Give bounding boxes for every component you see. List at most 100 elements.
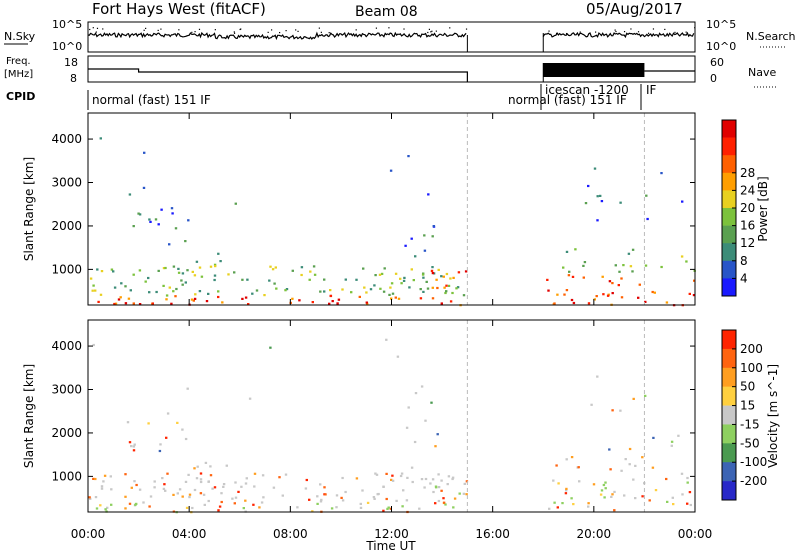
heatmap-cell [681, 200, 684, 203]
nsky-point [285, 30, 287, 32]
heatmap-cell [447, 475, 451, 478]
heatmap-cell [308, 278, 311, 281]
heatmap-cell [240, 485, 243, 488]
heatmap-cell [587, 184, 590, 188]
heatmap-cell [175, 287, 178, 291]
heatmap-cell [142, 186, 146, 189]
heatmap-cell [331, 300, 334, 303]
heatmap-cell [596, 219, 599, 222]
heatmap-cell [426, 287, 430, 290]
colorbar-swatch [722, 367, 736, 387]
heatmap-cell [365, 301, 368, 304]
heatmap-cell [437, 473, 440, 476]
heatmap-cell [204, 461, 208, 464]
heatmap-cell [440, 275, 443, 278]
heatmap-cell [440, 479, 443, 482]
heatmap-cell [613, 490, 616, 493]
heatmap-cell [397, 297, 401, 300]
heatmap-cell [308, 498, 311, 501]
heatmap-cell [142, 501, 145, 504]
heatmap-cell [389, 286, 392, 289]
heatmap-cell [320, 498, 323, 501]
heatmap-cell [410, 268, 413, 271]
heatmap-cell [619, 201, 622, 204]
heatmap-cell [422, 290, 425, 293]
heatmap-cell [209, 265, 213, 268]
nsky-tick-top: 10^5 [52, 18, 82, 31]
heatmap-cell [184, 437, 188, 441]
heatmap-cell [379, 287, 382, 290]
nsky-point [614, 29, 616, 31]
heatmap-cell [193, 488, 197, 492]
heatmap-cell [217, 295, 220, 299]
heatmap-cell [624, 458, 627, 461]
heatmap-cell [611, 409, 614, 412]
cpid-segment-3: icescan -1200 [545, 83, 629, 97]
heatmap-cell [375, 473, 379, 476]
heatmap-cell [126, 421, 130, 424]
heatmap-cell [100, 485, 104, 488]
freq-strip: Freq. [MHz] 18 8 60 0 Nave [4, 55, 778, 88]
colorbar-tick-label: -50 [740, 436, 760, 450]
heatmap-cell [124, 507, 127, 510]
nsky-point [449, 27, 451, 29]
heatmap-cell [291, 297, 294, 300]
heatmap-cell [646, 217, 649, 221]
heatmap-cell [133, 443, 136, 446]
heatmap-cell [592, 483, 596, 486]
heatmap-cell [157, 269, 160, 272]
heatmap-cell [563, 293, 566, 296]
heatmap-cell [652, 436, 655, 439]
y-tick-label: 2000 [51, 219, 82, 233]
heatmap-cell [92, 284, 95, 287]
heatmap-cell [135, 483, 138, 487]
x-axis-label: Time UT [365, 539, 416, 553]
heatmap-cell [420, 478, 424, 481]
heatmap-cell [114, 302, 118, 305]
heatmap-cell [298, 299, 301, 302]
heatmap-cell [165, 294, 169, 297]
x-tick-label: 00:00 [678, 527, 713, 541]
heatmap-cell [613, 509, 616, 512]
heatmap-cell [233, 271, 236, 274]
heatmap-cell [91, 289, 94, 292]
heatmap-cell [178, 488, 182, 491]
heatmap-cell [604, 481, 607, 484]
nsky-point [630, 28, 632, 30]
heatmap-cell [193, 274, 197, 277]
heatmap-cell [245, 477, 248, 480]
heatmap-cell [153, 486, 156, 489]
heatmap-cell [632, 478, 635, 481]
heatmap-cell [611, 282, 614, 285]
heatmap-cell [195, 477, 199, 480]
heatmap-cell [213, 278, 216, 282]
freq-label: Freq. [6, 56, 31, 67]
nsky-point [427, 31, 429, 34]
heatmap-cell [165, 436, 168, 439]
heatmap-cell [233, 502, 236, 505]
heatmap-cell [99, 137, 102, 140]
colorbar-swatch [722, 462, 736, 482]
heatmap-cell [166, 412, 170, 415]
heatmap-cell [599, 194, 602, 197]
colorbar-swatch [722, 260, 736, 279]
heatmap-cell [272, 486, 276, 489]
nsky-point [652, 28, 655, 30]
heatmap-cell [191, 270, 194, 273]
nsky-point [388, 27, 390, 29]
colorbar-swatch [722, 208, 736, 226]
heatmap-cell [171, 212, 174, 215]
heatmap-cell [407, 155, 410, 158]
heatmap-cell [378, 273, 382, 276]
colorbar-tick-label: -15 [740, 417, 760, 431]
heatmap-cell [608, 280, 612, 283]
heatmap-cell [565, 250, 569, 253]
heatmap-cell [120, 282, 123, 285]
heatmap-cell [686, 502, 689, 505]
heatmap-cell [188, 493, 192, 496]
heatmap-cell [88, 496, 91, 499]
power-scatter [89, 113, 696, 307]
heatmap-cell [191, 506, 194, 510]
heatmap-cell [109, 475, 112, 478]
freq-tick-top: 18 [64, 56, 78, 69]
